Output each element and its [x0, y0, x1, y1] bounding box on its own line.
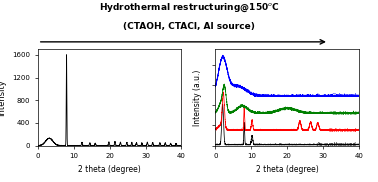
- Text: As-synthesised: As-synthesised: [318, 142, 357, 147]
- Y-axis label: Intensity (a.u.): Intensity (a.u.): [193, 69, 202, 126]
- Y-axis label: Intensity: Intensity: [0, 79, 6, 116]
- Text: (CTAOH, CTACl, Al source): (CTAOH, CTACl, Al source): [123, 22, 255, 31]
- Text: Oxidised: Oxidised: [332, 110, 357, 116]
- Text: Calcined: Calcined: [332, 93, 357, 98]
- Text: Hydrothermal restructuring@150$^o$C: Hydrothermal restructuring@150$^o$C: [99, 2, 279, 14]
- X-axis label: 2 theta (degree): 2 theta (degree): [256, 165, 319, 174]
- X-axis label: 2 theta (degree): 2 theta (degree): [78, 165, 141, 174]
- Text: Extracted: Extracted: [329, 128, 357, 132]
